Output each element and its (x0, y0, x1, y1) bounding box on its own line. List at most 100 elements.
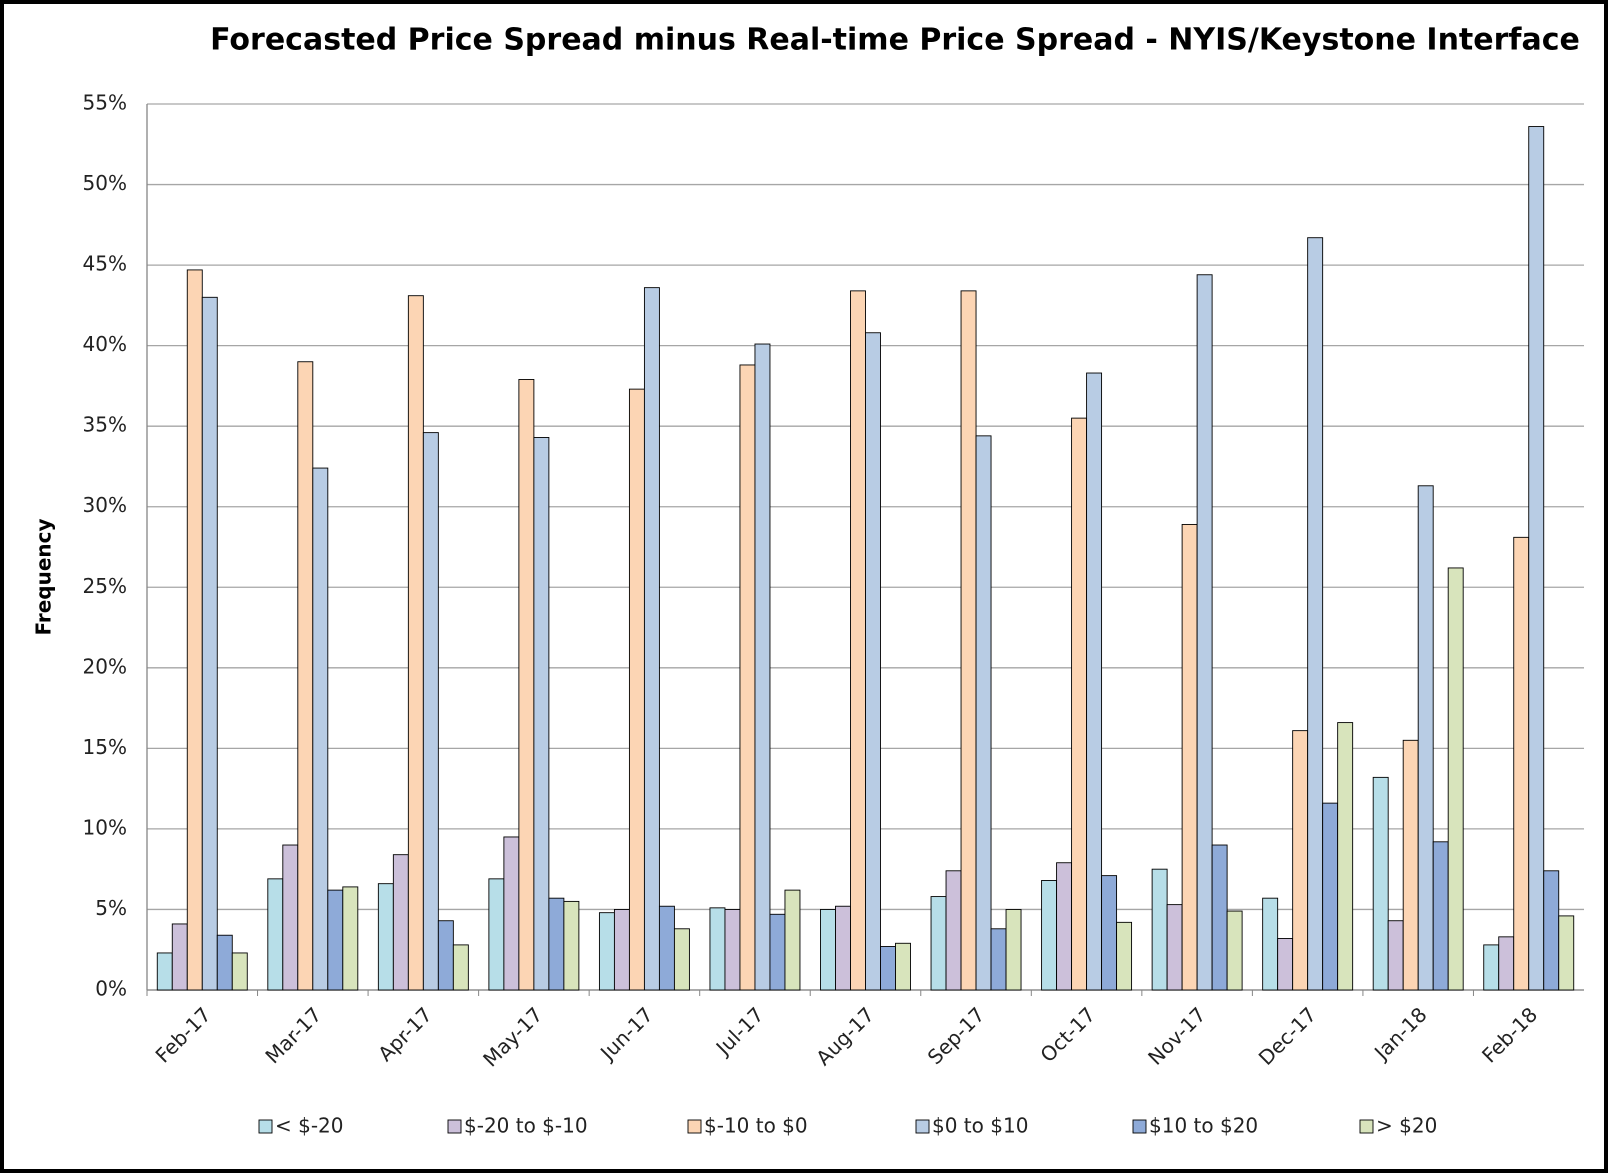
y-tick-label: 35% (83, 413, 127, 437)
bar (724, 909, 741, 991)
y-tick-label: 45% (83, 252, 127, 276)
legend-swatch (447, 1119, 462, 1134)
bar (1483, 944, 1500, 991)
bar (880, 946, 896, 991)
y-tick-label: 50% (83, 171, 127, 195)
bar (312, 467, 329, 991)
y-tick-label: 15% (83, 735, 127, 759)
y-tick-label: 0% (95, 977, 127, 1001)
bar (1151, 868, 1168, 991)
bar (820, 909, 836, 991)
bar (628, 388, 645, 991)
bar (1402, 739, 1419, 991)
bar (1116, 921, 1133, 991)
bar (377, 883, 394, 991)
bar (327, 889, 344, 991)
bar (533, 437, 550, 991)
legend-swatch (1359, 1119, 1374, 1134)
legend-label: $-20 to $-10 (464, 1114, 588, 1138)
bar (488, 878, 505, 991)
bar (990, 928, 1007, 991)
y-tick-label: 30% (83, 493, 127, 517)
bar (1387, 920, 1404, 991)
bar (945, 870, 962, 991)
bar (392, 854, 409, 991)
y-tick-label: 55% (83, 91, 127, 115)
bar (1166, 904, 1183, 991)
bar (1226, 910, 1243, 991)
legend-label: $-10 to $0 (704, 1114, 808, 1138)
bar (975, 435, 992, 991)
bar (267, 878, 284, 991)
bar (739, 364, 756, 991)
bar (1432, 841, 1449, 991)
bar (1181, 523, 1198, 991)
bar (1292, 730, 1309, 991)
bar (1211, 844, 1228, 991)
bar (342, 886, 359, 991)
bar (865, 332, 881, 991)
y-tick-label: 20% (83, 654, 127, 678)
bar (850, 290, 866, 991)
legend-swatch (687, 1119, 702, 1134)
bar (1528, 126, 1545, 991)
bar (216, 934, 233, 991)
bar (563, 900, 580, 991)
bar (503, 836, 520, 991)
bar (769, 913, 786, 991)
bar (297, 361, 314, 991)
legend-label: < $-20 (275, 1114, 344, 1138)
bar (231, 952, 248, 991)
bar (171, 923, 188, 991)
bar (437, 920, 454, 991)
bar (1071, 417, 1088, 991)
bar (613, 909, 630, 991)
bar (1337, 722, 1354, 991)
legend-label: $10 to $20 (1149, 1114, 1258, 1138)
bar (1447, 567, 1464, 991)
bar (1372, 776, 1389, 991)
y-tick-label: 5% (95, 896, 127, 920)
bar (548, 897, 565, 991)
bar (1498, 936, 1515, 991)
bar (201, 296, 218, 991)
y-tick-label: 25% (83, 574, 127, 598)
bar (1101, 875, 1118, 991)
bar (1056, 862, 1073, 991)
bar (1543, 870, 1560, 991)
bar (407, 295, 424, 991)
bar (1513, 536, 1530, 991)
bar (960, 290, 977, 991)
bar (598, 912, 615, 991)
legend-swatch (1132, 1119, 1147, 1134)
bar (422, 432, 439, 991)
bar (784, 889, 801, 991)
chart-title: Forecasted Price Spread minus Real-time … (210, 23, 1580, 58)
bar (754, 343, 771, 991)
bar (518, 379, 535, 991)
bar (1322, 802, 1339, 991)
bar (835, 905, 851, 991)
bar (1005, 909, 1022, 991)
bar (1041, 880, 1058, 991)
y-axis-label: Frequency (32, 518, 56, 635)
bar (709, 907, 726, 991)
bar (452, 944, 469, 991)
bar (673, 928, 690, 991)
legend-swatch (258, 1119, 273, 1134)
y-tick-label: 40% (83, 332, 127, 356)
bar (1262, 897, 1279, 991)
bar (1196, 274, 1213, 991)
bar (930, 896, 947, 991)
bar (1558, 915, 1575, 991)
legend-label: $0 to $10 (932, 1114, 1028, 1138)
bar (1086, 372, 1103, 991)
legend-label: > $20 (1376, 1114, 1437, 1138)
bar (1417, 485, 1434, 991)
y-tick-label: 10% (83, 815, 127, 839)
legend-swatch (915, 1119, 930, 1134)
bar (1307, 237, 1324, 991)
